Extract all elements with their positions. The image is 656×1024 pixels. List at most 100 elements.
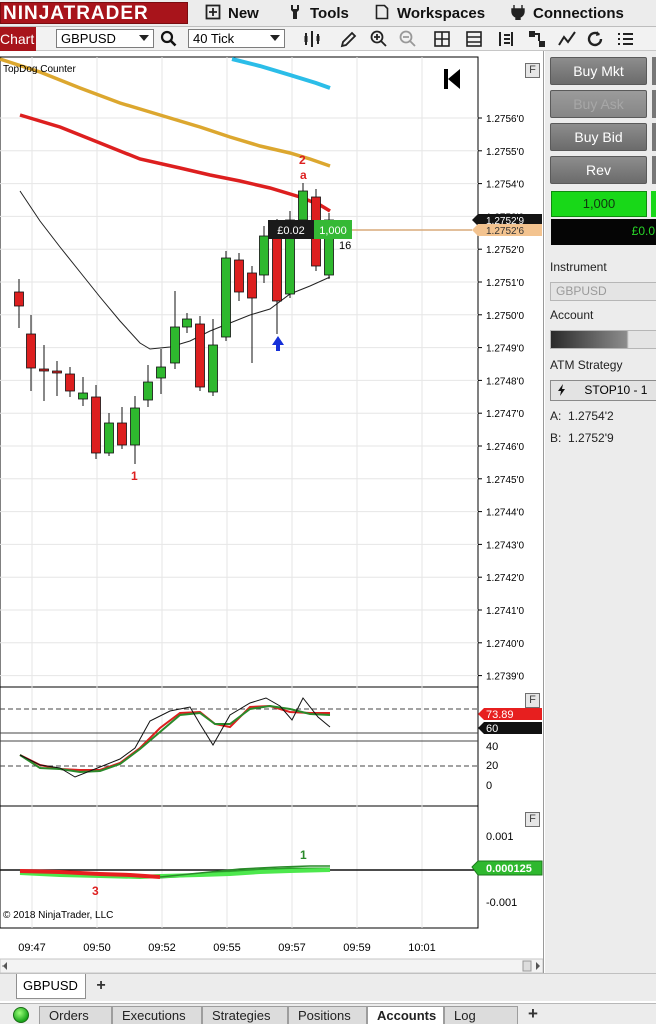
time-axis: 09:47 09:50 09:52 09:55 09:57 09:59 10:01 — [18, 942, 436, 954]
time-tick-label: 09:52 — [148, 942, 176, 954]
quantity-field-edge — [651, 191, 656, 217]
tab-log[interactable]: Log — [444, 1006, 518, 1024]
indicators-icon[interactable] — [558, 30, 576, 48]
osc2-panel-float-button[interactable]: F — [525, 812, 540, 827]
candle-body — [156, 366, 166, 379]
add-chart-tab-icon[interactable]: + — [96, 977, 106, 994]
order-price-marker — [472, 224, 542, 236]
oscillator-panel-frame — [0, 686, 479, 807]
tab-strategies[interactable]: Strategies — [202, 1006, 288, 1024]
scroll-left-arrow-icon[interactable] — [3, 962, 7, 970]
price-tick-label: 1.2748'0 — [486, 376, 524, 387]
menu-workspaces[interactable]: Workspaces — [374, 4, 485, 24]
instrument-field[interactable]: GBPUSD — [550, 282, 656, 301]
price-tick-label: 1.2752'0 — [486, 245, 524, 256]
crosshair-icon[interactable] — [433, 30, 451, 48]
tab-orders[interactable]: Orders — [39, 1006, 112, 1024]
buy-market-button[interactable]: Buy Mkt — [550, 57, 647, 85]
osc1-panel-float-button[interactable]: F — [525, 693, 540, 708]
buy-bid-button[interactable]: Buy Bid — [550, 123, 647, 151]
osc1-tick-20: 20 — [486, 760, 498, 772]
osc1-level-marker — [478, 722, 542, 734]
pencil-icon[interactable] — [340, 30, 358, 48]
position-pnl: £0.02 — [277, 225, 305, 237]
candlestick — [208, 319, 218, 396]
candlestick — [221, 251, 231, 341]
menu-connections[interactable]: Connections — [510, 4, 624, 24]
zoom-in-icon[interactable] — [370, 30, 388, 48]
ask-row: A: 1.2754'2 — [550, 409, 614, 423]
candlestick — [14, 279, 24, 328]
account-field[interactable] — [550, 330, 656, 349]
high-letter-marker: a — [300, 168, 307, 182]
osc2-tick-bottom: -0.001 — [486, 897, 517, 909]
sell-market-button-edge[interactable] — [652, 57, 656, 85]
position-qty-badge[interactable] — [314, 220, 352, 239]
osc2-tick-top: 0.001 — [486, 831, 514, 843]
position-qty: 1,000 — [319, 225, 347, 237]
properties-icon[interactable] — [616, 30, 634, 48]
reverse-button[interactable]: Rev — [550, 156, 647, 184]
refresh-icon[interactable] — [586, 30, 604, 48]
candlestick — [130, 396, 140, 464]
candle-body — [65, 373, 75, 392]
time-tick-label: 09:57 — [278, 942, 306, 954]
strategies-icon[interactable] — [528, 30, 546, 48]
bar-style-icon[interactable] — [303, 30, 321, 48]
ema-cyan-line — [231, 57, 331, 90]
menu-tools[interactable]: Tools — [287, 4, 349, 24]
tab-executions[interactable]: Executions — [112, 1006, 202, 1024]
indicator-label: TopDog Counter — [3, 64, 76, 75]
candle-body — [91, 396, 101, 454]
candle-body — [259, 235, 269, 276]
osc1-tick-40: 40 — [486, 741, 498, 753]
price-tick-label: 1.2739'0 — [486, 672, 524, 683]
search-icon[interactable] — [160, 30, 178, 48]
horizontal-scrollbar[interactable] — [0, 958, 543, 973]
tab-accounts[interactable]: Accounts — [367, 1006, 444, 1024]
bar-type-selector[interactable]: 40 Tick — [188, 29, 285, 48]
sell-ask-button-edge[interactable] — [652, 90, 656, 118]
candle-body — [117, 422, 127, 446]
osc2-marker-top: 1 — [300, 848, 307, 862]
sell-bid-button-edge[interactable] — [652, 123, 656, 151]
control-center-tabs: Orders Executions Strategies Positions A… — [0, 1003, 656, 1024]
scroll-right-arrow-icon[interactable] — [536, 962, 540, 970]
osc1-tick-0: 0 — [486, 780, 492, 792]
jump-to-last-bar-icon[interactable] — [444, 69, 460, 89]
position-pnl-badge[interactable] — [268, 220, 314, 239]
bar-counter: 16 — [339, 240, 351, 252]
chart-trader-panel: Buy Mkt Buy Ask Buy Bid Rev 1,000 £0.0 I… — [545, 51, 656, 973]
price-axis: 1.2756'01.2755'01.2754'01.2753'01.2752'0… — [478, 114, 524, 683]
candle-body — [26, 333, 36, 369]
price-panel-float-button[interactable]: F — [525, 63, 540, 78]
buy-ask-button[interactable]: Buy Ask — [550, 90, 647, 118]
chart-trader-icon[interactable] — [498, 30, 516, 48]
price-panel-frame — [0, 56, 479, 688]
candle-body — [247, 272, 257, 299]
chart-panel[interactable]: 1.2756'01.2755'01.2754'01.2753'01.2752'0… — [0, 51, 544, 973]
candlestick — [117, 407, 127, 449]
chart-toolbar: Chart GBPUSD 40 Tick — [0, 27, 656, 51]
low-count-marker: 1 — [131, 469, 138, 483]
chart-window-tab[interactable]: Chart — [0, 27, 36, 51]
price-chart[interactable]: 1.2756'01.2755'01.2754'01.2753'01.2752'0… — [0, 51, 543, 973]
candle-body — [52, 370, 62, 374]
account-label: Account — [550, 308, 594, 322]
instrument-selector[interactable]: GBPUSD — [56, 29, 154, 48]
zoom-out-icon[interactable] — [399, 30, 417, 48]
chart-tab-gbpusd[interactable]: GBPUSD — [16, 974, 86, 999]
quantity-field[interactable]: 1,000 — [551, 191, 647, 217]
scroll-thumb[interactable] — [522, 960, 532, 972]
atm-strategy-selector[interactable]: STOP10 - 1 — [550, 380, 656, 401]
price-tick-label: 1.2743'0 — [486, 540, 524, 551]
flatten-button-edge[interactable] — [652, 156, 656, 184]
candle-body — [208, 344, 218, 393]
pnl-display: £0.0 — [551, 219, 656, 245]
candle-body — [221, 257, 231, 338]
osc2-marker-bottom: 3 — [92, 884, 99, 898]
data-box-icon[interactable] — [465, 30, 483, 48]
tab-positions[interactable]: Positions — [288, 1006, 367, 1024]
menu-new[interactable]: New — [205, 4, 259, 24]
add-tab-icon[interactable]: + — [528, 1004, 538, 1023]
